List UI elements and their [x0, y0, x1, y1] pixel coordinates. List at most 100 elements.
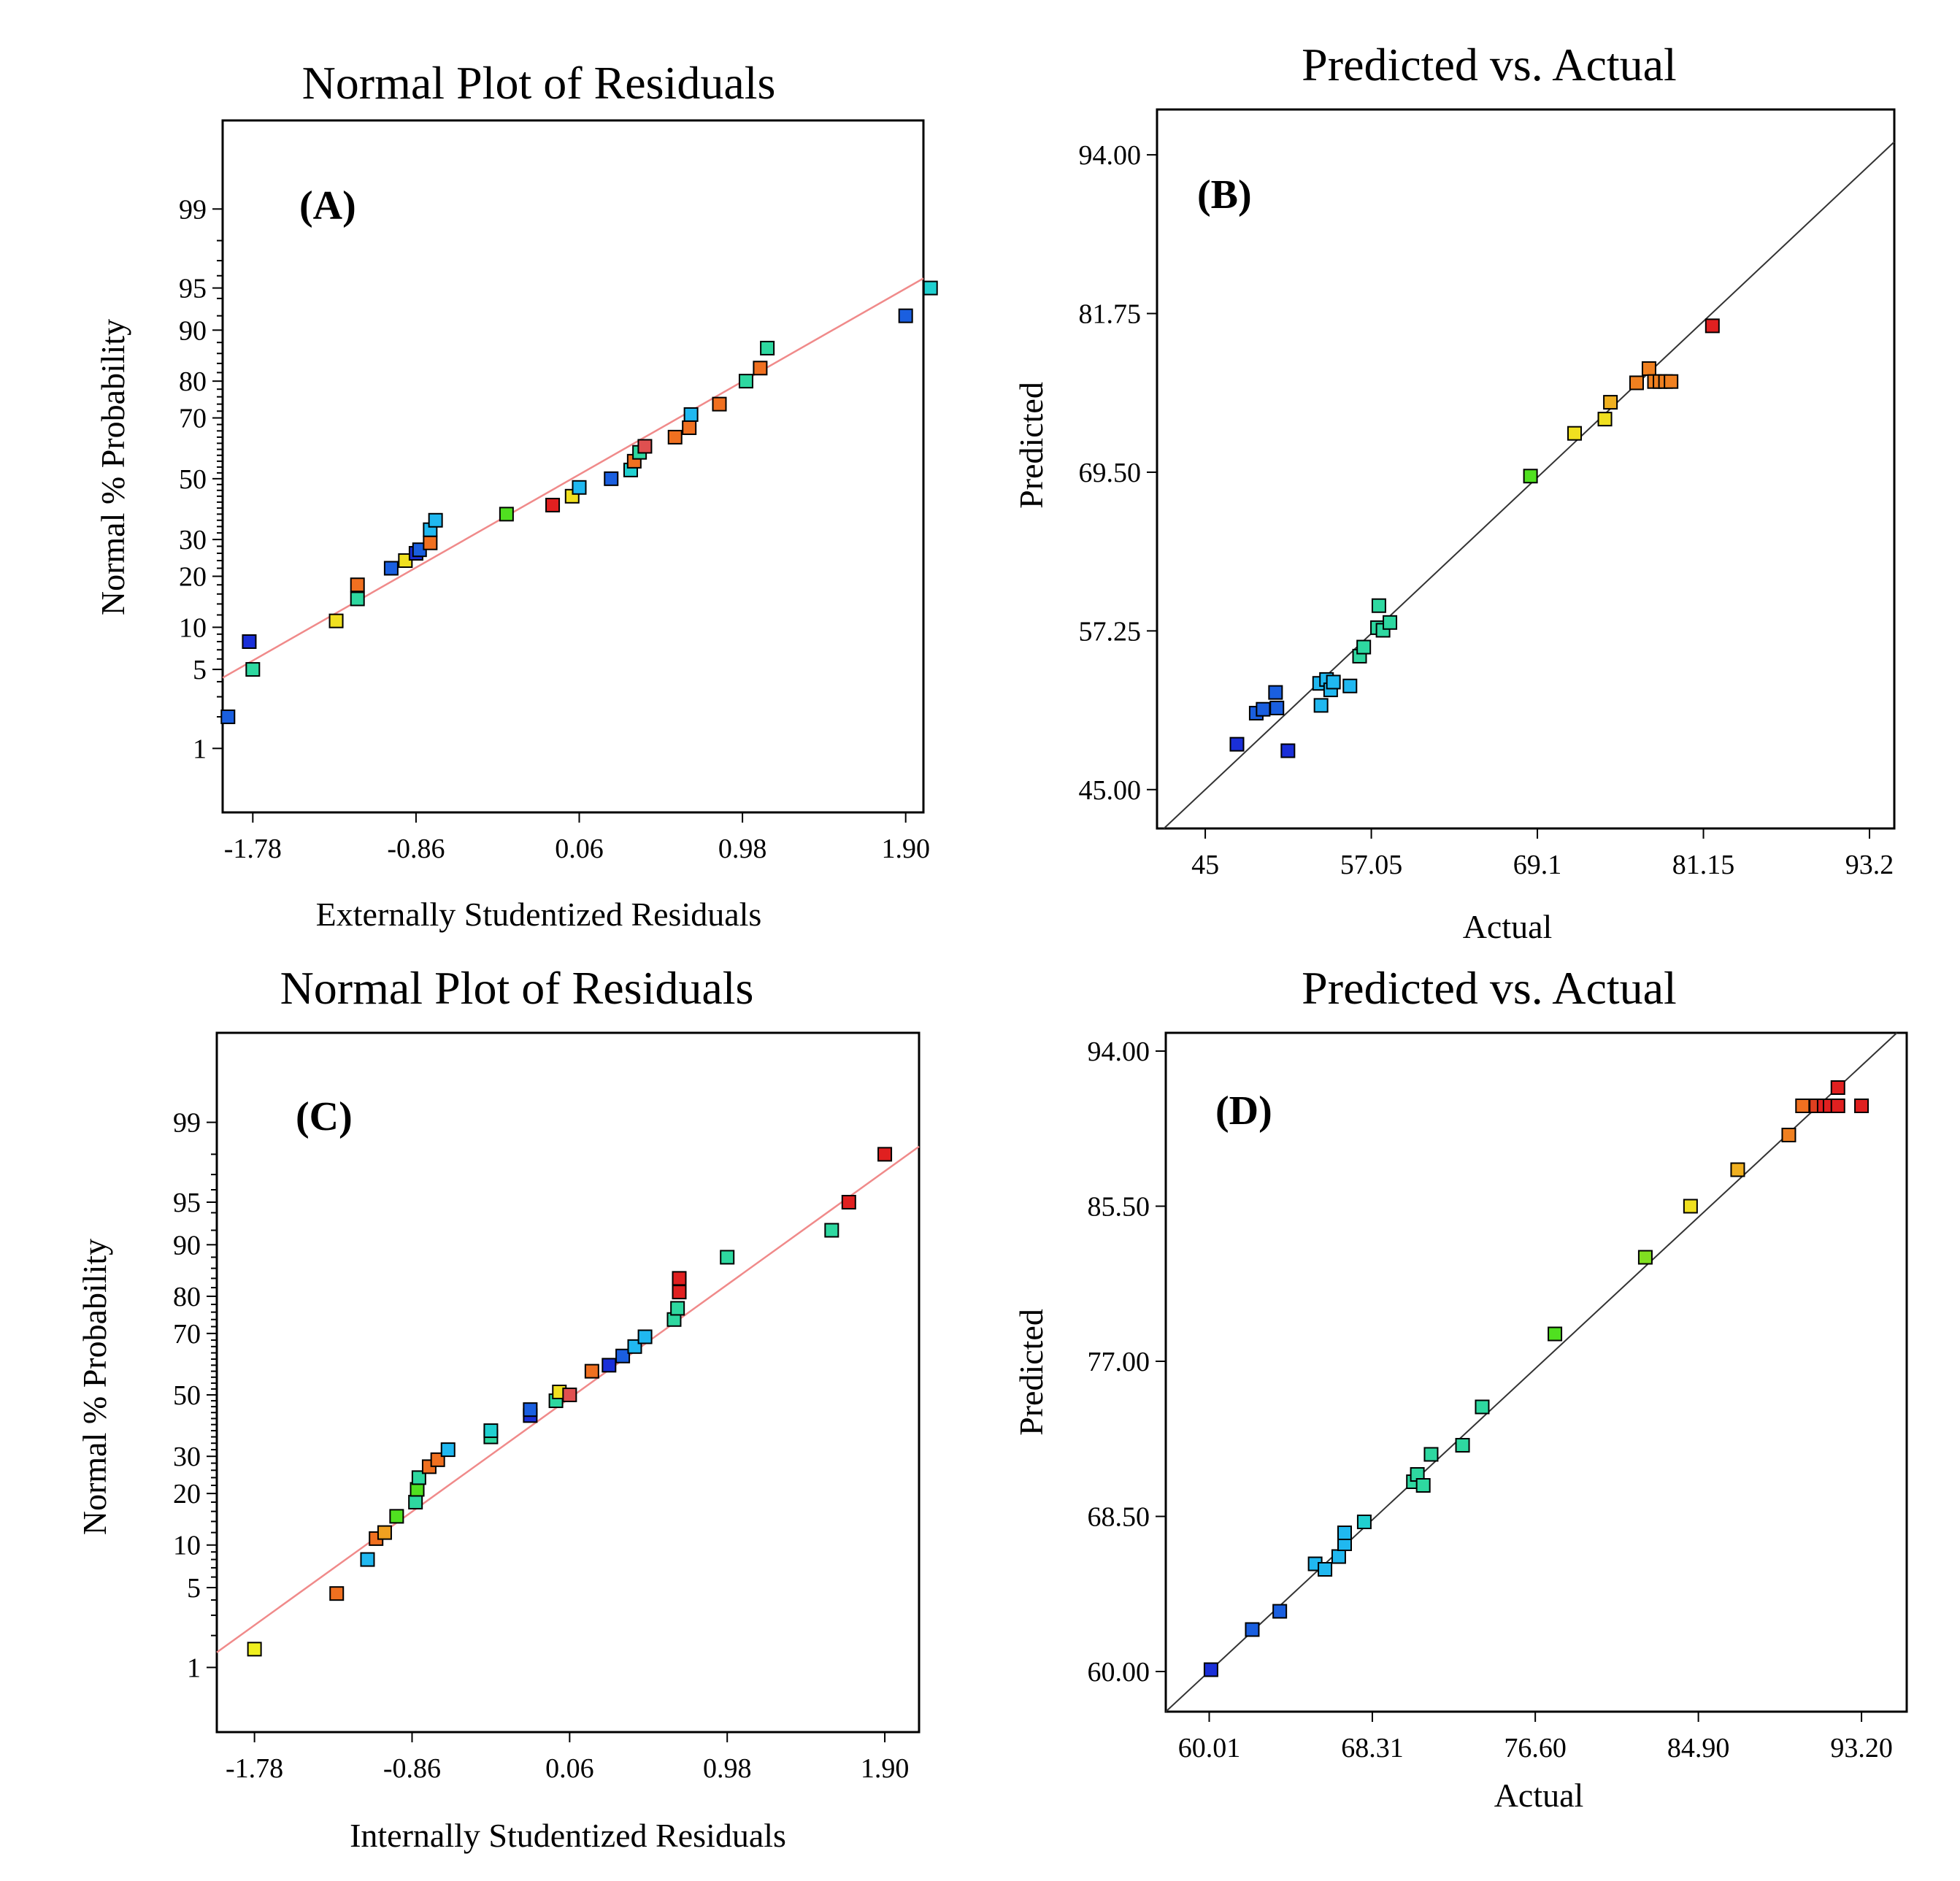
panel-a-y-tick-label: 90	[179, 315, 207, 346]
panel-a-data-point	[428, 512, 443, 528]
panel-d-y-tick-label: 68.50	[1088, 1502, 1150, 1533]
panel-a-fit-line	[222, 277, 924, 679]
panel-a: Normal Plot of Residuals (A) Externally …	[94, 57, 938, 933]
panel-a-y-axis-label: Normal % Probability	[94, 319, 131, 615]
panel-a-x-axis-label: Externally Studentized Residuals	[316, 896, 762, 933]
panel-a-data-point	[760, 340, 775, 355]
panel-c-data-point	[615, 1348, 631, 1363]
panel-a-y-tick-label: 80	[179, 366, 207, 397]
panel-a-data-point	[350, 591, 365, 607]
panel-d-data-point	[1318, 1562, 1333, 1577]
panel-b-data-point	[1313, 698, 1329, 713]
panel-c-data-point	[841, 1195, 856, 1210]
panel-d-title: Predicted vs. Actual	[1302, 962, 1677, 1014]
panel-a-data-point	[383, 561, 399, 576]
panel-d-data-point	[1548, 1326, 1563, 1342]
panel-b-data-point	[1383, 615, 1398, 630]
panel-b-x-tick-label: 57.05	[1340, 850, 1403, 880]
panel-a-data-point	[220, 709, 236, 725]
panel-c-y-tick-label: 70	[173, 1319, 201, 1350]
panel-d-data-point	[1245, 1622, 1260, 1637]
panel-a-y-tick-label: 70	[179, 404, 207, 434]
panel-a-y-tick-label: 5	[193, 655, 207, 685]
panel-a-y-tick-label: 1	[193, 734, 207, 764]
panel-b-data-point	[1256, 701, 1271, 717]
panel-b-y-tick-label: 69.50	[1079, 458, 1142, 488]
panel-d-x-tick-label: 76.60	[1504, 1733, 1567, 1763]
panel-b-data-point	[1597, 412, 1613, 427]
panel-c-data-point	[584, 1363, 599, 1379]
panel-c-data-point	[637, 1329, 653, 1345]
panel-c-label: (C)	[296, 1094, 353, 1139]
panel-a-y-tick-label: 20	[179, 562, 207, 593]
panel-a-x-tick-label: 1.90	[881, 834, 930, 864]
panel-a-data-point	[898, 308, 913, 323]
panel-b-data-point	[1268, 685, 1283, 700]
panel-d-data-point	[1730, 1162, 1745, 1177]
panel-c-y-tick-label: 20	[173, 1479, 201, 1509]
panel-b-data-point	[1567, 426, 1583, 441]
panel-a-data-point	[499, 507, 514, 522]
panel-c-data-point	[329, 1586, 345, 1601]
panel-b-data-point	[1705, 318, 1720, 334]
panel-a-data-point	[545, 497, 561, 512]
panel-d-data-point	[1423, 1447, 1439, 1462]
panel-c-data-point	[672, 1285, 687, 1300]
panel-a-title: Normal Plot of Residuals	[302, 57, 776, 109]
panel-c-data-point	[562, 1388, 577, 1403]
panel-b-diagonal-line	[1163, 141, 1895, 829]
panel-d-data-point	[1356, 1515, 1372, 1529]
panel-c-y-tick-label: 50	[173, 1380, 201, 1411]
panel-d-x-axis-label: Actual	[1494, 1777, 1584, 1814]
panel-d-data-point	[1475, 1399, 1490, 1415]
panel-a-data-point	[637, 439, 653, 454]
panel-a-x-tick-label: -0.86	[387, 834, 445, 864]
panel-d-data-point	[1854, 1099, 1869, 1113]
panel-c-y-tick-label: 1	[187, 1653, 201, 1683]
panel-c-x-tick-label: 0.06	[545, 1753, 594, 1784]
panel-a-y-tick-label: 10	[179, 612, 207, 643]
panel-c-x-tick-label: -0.86	[383, 1753, 441, 1784]
panel-b-data-point	[1326, 674, 1341, 690]
panel-a-data-point	[753, 361, 768, 376]
panel-d-data-point	[1331, 1549, 1346, 1564]
panel-c-data-point	[672, 1271, 687, 1286]
panel-d-y-axis-label: Predicted	[1012, 1309, 1050, 1436]
panel-c-x-tick-label: -1.78	[226, 1753, 283, 1784]
panel-d-data-point	[1415, 1478, 1431, 1493]
panel-c-y-tick-label: 30	[173, 1442, 201, 1472]
panel-c-data-point	[247, 1642, 262, 1657]
panel-a-data-point	[350, 577, 365, 593]
panel-d-data-point	[1781, 1128, 1796, 1142]
panel-c-y-tick-label: 95	[173, 1188, 201, 1218]
panel-c-y-tick-label: 10	[173, 1531, 201, 1561]
panel-c-y-tick-label: 99	[173, 1108, 201, 1139]
panel-b-data-point	[1229, 736, 1245, 752]
panel-c-x-axis-label: Internally Studentized Residuals	[350, 1817, 786, 1854]
panel-b-data-point	[1523, 469, 1538, 484]
panel-b-x-tick-label: 45	[1191, 850, 1219, 880]
panel-c-y-tick-label: 90	[173, 1230, 201, 1261]
panel-c-x-tick-label: 0.98	[703, 1753, 752, 1784]
panel-d-y-tick-label: 85.50	[1088, 1192, 1150, 1223]
panel-d-data-point	[1272, 1604, 1288, 1619]
panel-b-data-point	[1356, 639, 1372, 655]
panel-b-y-tick-label: 94.00	[1079, 140, 1142, 171]
panel-c-data-point	[602, 1358, 617, 1373]
panel-d-data-point	[1637, 1250, 1653, 1265]
panel-b-x-tick-label: 81.15	[1672, 850, 1735, 880]
panel-d-data-point	[1830, 1080, 1845, 1095]
panel-a-y-tick-label: 30	[179, 525, 207, 555]
panel-d-y-tick-label: 60.00	[1088, 1657, 1150, 1688]
panel-d-data-point	[1455, 1438, 1470, 1453]
panel-c-data-point	[824, 1223, 839, 1238]
panel-a-label: (A)	[299, 183, 356, 228]
panel-d-x-tick-label: 60.01	[1178, 1733, 1241, 1763]
panel-b-x-tick-label: 93.2	[1845, 850, 1894, 880]
panel-b-plot-frame	[1156, 108, 1896, 830]
panel-a-y-tick-label: 99	[179, 194, 207, 225]
panel-a-data-point	[423, 535, 438, 550]
panel-a-data-point	[738, 374, 753, 389]
panel-a-x-tick-label: -1.78	[224, 834, 282, 864]
panel-c-title: Normal Plot of Residuals	[280, 962, 754, 1014]
